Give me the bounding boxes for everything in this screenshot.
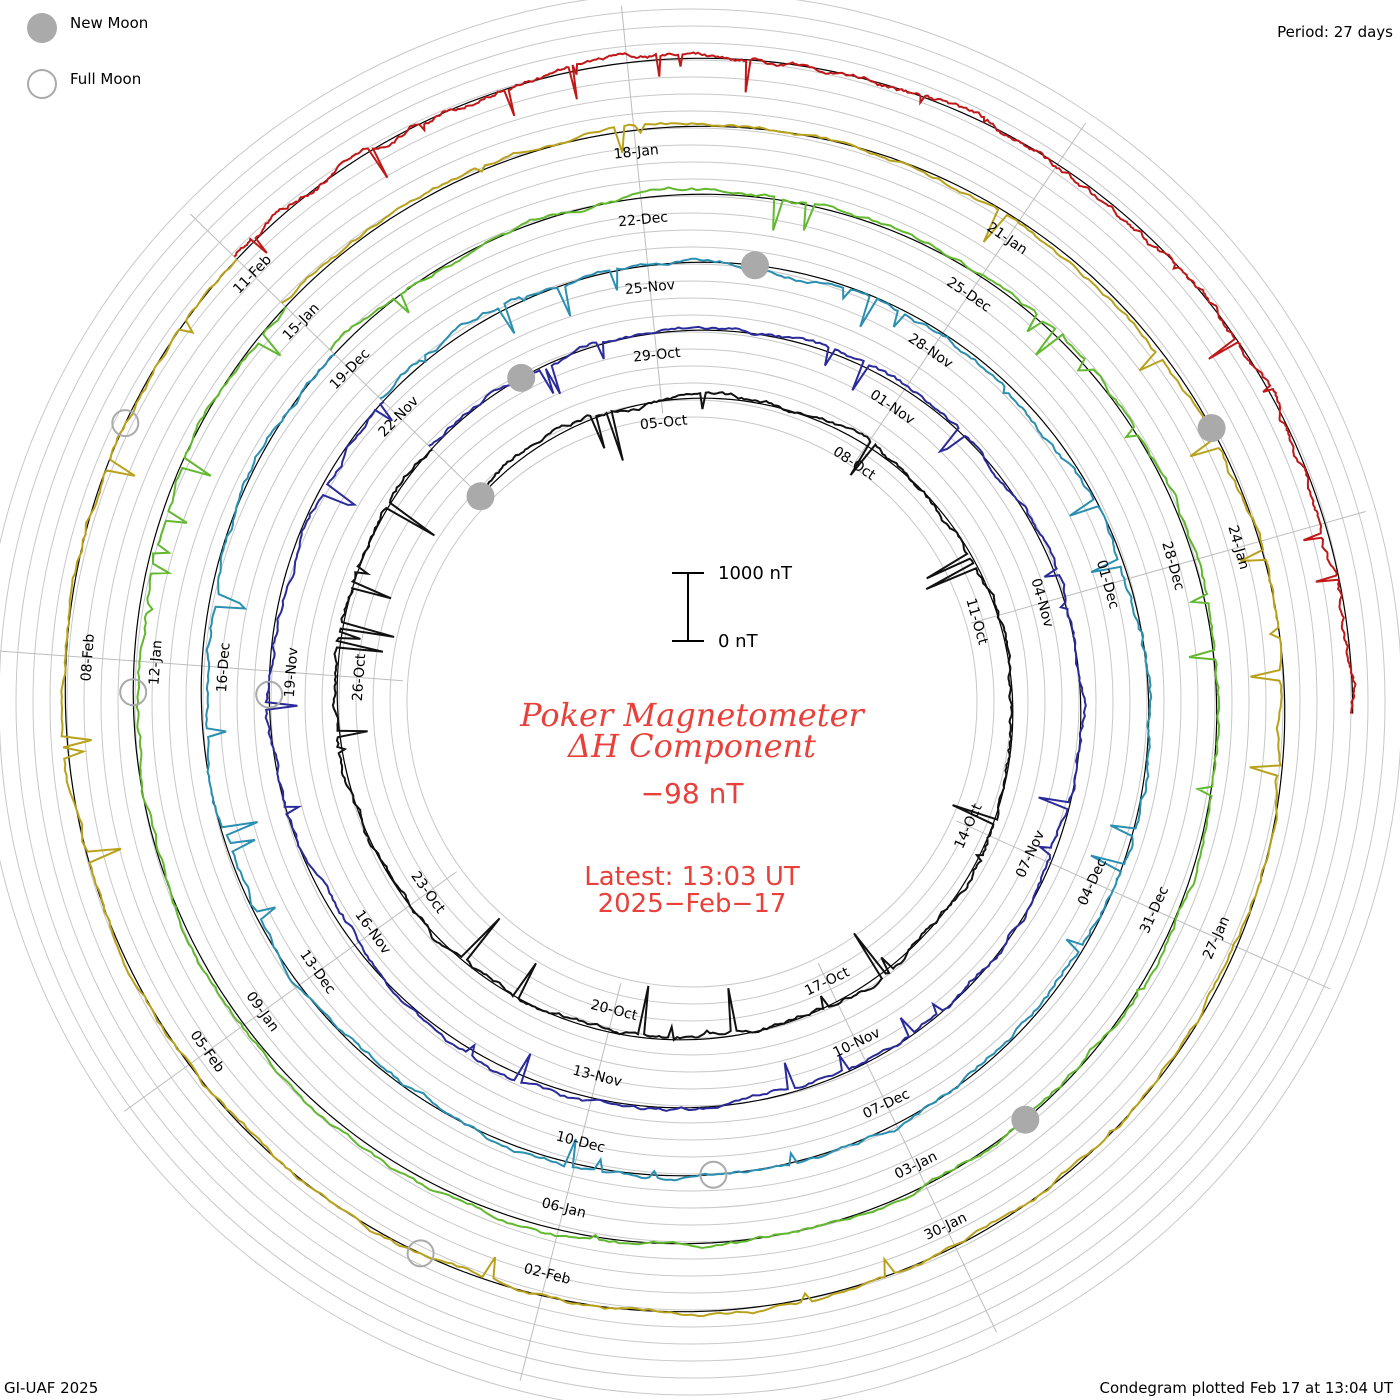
- day-spoke: [123, 871, 458, 1112]
- reference-ring: [185, 195, 1199, 1209]
- date-label: 09-Jan: [242, 989, 281, 1035]
- full-moon-marker: [111, 409, 140, 438]
- reference-ring: [15, 25, 1369, 1379]
- new-moon-marker: [741, 251, 769, 280]
- spiral-baseline: [64, 57, 1354, 1313]
- data-traces: [60, 51, 1357, 1318]
- scale-bottom-label: 0 nT: [718, 631, 759, 652]
- reference-ring: [168, 178, 1216, 1226]
- date-label: 19-Nov: [282, 647, 302, 698]
- date-label: 30-Jan: [922, 1210, 970, 1244]
- scale-bar: 1000 nT 0 nT: [672, 563, 793, 652]
- date-label: 22-Dec: [617, 209, 668, 230]
- full-moon-label: Full Moon: [70, 70, 141, 88]
- full-moon-marker: [255, 680, 284, 709]
- day-spoke: [970, 511, 1366, 624]
- date-label: 18-Jan: [613, 142, 660, 162]
- trace-rotation-5: [60, 121, 1283, 1318]
- date-label: 28-Dec: [1158, 540, 1187, 592]
- latest-date: 2025−Feb−17: [598, 889, 787, 919]
- day-spoke: [956, 820, 1331, 990]
- date-label: 16-Dec: [214, 642, 234, 693]
- day-spoke: [620, 5, 664, 414]
- date-label: 26-Oct: [350, 653, 369, 702]
- spiral-baseline-path: [64, 57, 1354, 1313]
- day-spoke: [189, 213, 485, 501]
- date-label: 03-Jan: [892, 1148, 940, 1182]
- day-spoke: [817, 962, 998, 1333]
- date-label: 17-Oct: [802, 964, 852, 999]
- date-label: 06-Jan: [540, 1195, 588, 1222]
- reference-ring: [202, 212, 1182, 1192]
- date-label: 25-Nov: [624, 277, 676, 298]
- trace-rotation-3: [205, 257, 1153, 1182]
- new-moon-marker: [1011, 1105, 1040, 1134]
- reference-ring: [151, 161, 1233, 1243]
- reference-ring: [253, 263, 1131, 1141]
- new-moon-legend-icon: [27, 13, 57, 43]
- full-moon-marker: [699, 1160, 728, 1189]
- date-label: 10-Dec: [554, 1129, 606, 1157]
- scale-top-label: 1000 nT: [718, 563, 793, 584]
- trace-rotation-4: [135, 186, 1221, 1250]
- new-moon-marker: [507, 363, 536, 392]
- reference-ring: [100, 110, 1284, 1294]
- date-label: 20-Oct: [589, 997, 639, 1024]
- full-moon-marker: [119, 678, 148, 707]
- full-moon-legend-icon: [27, 69, 57, 99]
- reference-ring: [304, 314, 1080, 1090]
- trace-rotation-1: [331, 391, 1014, 1042]
- date-label: 05-Oct: [639, 412, 688, 433]
- reference-ring: [355, 365, 1029, 1039]
- date-label: 24-Jan: [1224, 524, 1252, 572]
- date-label: 08-Feb: [78, 633, 97, 682]
- date-label: 13-Nov: [571, 1063, 624, 1091]
- chart-title: Poker Magnetometer: [519, 696, 865, 734]
- reference-ring: [219, 229, 1165, 1175]
- current-value: −98 nT: [641, 777, 745, 810]
- reference-ring: [66, 76, 1318, 1328]
- date-label: 04-Nov: [1027, 577, 1056, 630]
- date-label: 11-Oct: [962, 596, 990, 647]
- date-label: 07-Dec: [860, 1086, 912, 1122]
- new-moon-marker: [466, 482, 495, 511]
- reference-ring: [83, 93, 1301, 1311]
- date-label: 02-Feb: [522, 1261, 572, 1288]
- day-spoke: [854, 122, 1086, 463]
- reference-ring: [287, 297, 1097, 1107]
- reference-ring: [49, 59, 1335, 1345]
- trace-rotation-6: [233, 51, 1357, 714]
- reference-ring: [389, 399, 995, 1005]
- date-label: 12-Jan: [146, 639, 165, 685]
- moon-markers: [111, 251, 1226, 1268]
- full-moon-marker: [406, 1239, 435, 1268]
- reference-ring: [406, 416, 978, 988]
- new-moon-marker: [1197, 414, 1226, 443]
- reference-ring: [117, 127, 1267, 1277]
- reference-ring: [338, 348, 1046, 1056]
- footer-credit: GI-UAF 2025: [4, 1379, 98, 1397]
- date-label: 29-Oct: [632, 345, 681, 366]
- new-moon-label: New Moon: [70, 14, 148, 32]
- date-label: 01-Dec: [1093, 558, 1122, 610]
- trace-rotation-2: [264, 325, 1087, 1112]
- reference-ring: [0, 8, 1386, 1396]
- day-spoke: [519, 983, 622, 1381]
- footer-plot-time: Condegram plotted Feb 17 at 13:04 UT: [1100, 1379, 1394, 1397]
- reference-ring: [134, 144, 1250, 1260]
- chart-subtitle: ΔH Component: [566, 727, 816, 765]
- period-label: Period: 27 days: [1277, 23, 1393, 41]
- reference-ring: [321, 331, 1063, 1073]
- reference-ring: [236, 246, 1148, 1158]
- latest-time: Latest: 13:03 UT: [584, 862, 800, 892]
